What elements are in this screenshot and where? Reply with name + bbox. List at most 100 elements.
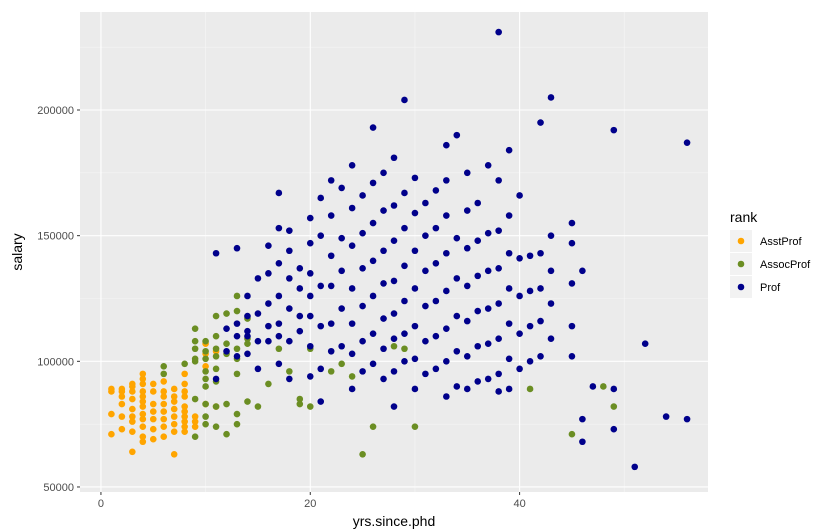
data-point — [296, 395, 304, 403]
data-point — [443, 358, 450, 365]
data-point — [422, 370, 429, 378]
data-point — [348, 285, 356, 292]
y-axis-ticks: 50000 100000 150000 200000 — [37, 105, 80, 494]
data-point — [380, 169, 387, 177]
data-point — [202, 363, 209, 370]
data-point — [170, 398, 178, 405]
data-point — [139, 380, 147, 388]
data-point — [547, 300, 555, 307]
data-point — [463, 385, 471, 393]
data-point — [484, 161, 492, 169]
data-point — [422, 337, 429, 345]
data-point — [432, 332, 440, 340]
data-point — [484, 267, 492, 275]
data-point — [306, 373, 314, 380]
data-point — [662, 413, 670, 420]
data-point — [401, 189, 408, 197]
data-point — [149, 425, 157, 433]
data-point — [212, 365, 220, 373]
data-point — [338, 234, 345, 242]
data-point — [244, 340, 251, 348]
data-point — [568, 322, 576, 330]
data-point — [443, 141, 450, 149]
data-point — [463, 244, 471, 252]
data-point — [443, 287, 450, 295]
data-point — [129, 380, 136, 388]
data-point — [453, 383, 461, 390]
data-point — [275, 345, 283, 353]
data-point — [327, 368, 335, 375]
data-point — [631, 463, 639, 471]
data-point — [244, 350, 251, 358]
legend-marker — [737, 237, 745, 245]
data-point — [139, 438, 147, 446]
data-point — [306, 312, 314, 320]
data-point — [233, 352, 241, 360]
data-point — [149, 408, 157, 415]
data-point — [463, 169, 471, 177]
data-point — [432, 365, 440, 373]
data-point — [149, 435, 157, 443]
legend-item-prof: Prof — [730, 276, 781, 298]
data-point — [191, 433, 199, 441]
data-point — [443, 393, 450, 400]
data-point — [129, 428, 136, 435]
data-point — [495, 300, 502, 307]
data-point — [369, 330, 377, 337]
data-point — [170, 393, 178, 400]
series-prof — [212, 28, 691, 471]
y-tick-label: 100000 — [37, 356, 74, 368]
data-point — [453, 347, 461, 355]
data-point — [505, 320, 513, 327]
data-point — [401, 330, 408, 337]
data-point — [537, 249, 544, 257]
y-axis-title: salary — [9, 233, 25, 270]
data-point — [443, 212, 450, 219]
data-point — [160, 423, 168, 430]
data-point — [139, 423, 147, 430]
data-point — [139, 388, 147, 395]
data-point — [432, 187, 440, 194]
data-point — [610, 403, 618, 410]
data-point — [160, 433, 168, 441]
data-point — [244, 327, 251, 335]
data-point — [579, 438, 586, 446]
data-point — [505, 385, 513, 393]
data-point — [233, 307, 241, 315]
data-point — [160, 363, 168, 370]
data-point — [537, 317, 544, 325]
data-point — [275, 360, 283, 368]
data-point — [505, 249, 513, 257]
legend-marker — [737, 283, 745, 291]
data-point — [160, 370, 168, 378]
data-point — [348, 385, 356, 393]
data-point — [526, 385, 534, 393]
data-point — [139, 370, 147, 378]
legend-title: rank — [730, 209, 758, 225]
data-point — [348, 242, 356, 250]
data-point — [202, 368, 209, 375]
data-point — [191, 395, 199, 403]
data-point — [568, 219, 576, 227]
data-point — [390, 335, 398, 343]
data-point — [453, 131, 461, 139]
data-point — [118, 400, 126, 408]
data-point — [233, 420, 241, 428]
data-point — [275, 260, 283, 267]
data-point — [223, 400, 230, 408]
data-point — [348, 350, 356, 358]
data-point — [296, 312, 304, 320]
y-tick-label: 50000 — [43, 482, 74, 494]
data-point — [139, 393, 147, 400]
data-point — [149, 400, 157, 408]
data-point — [223, 347, 230, 355]
data-point — [568, 239, 576, 247]
data-point — [505, 212, 513, 219]
data-point — [390, 154, 398, 162]
data-point — [129, 388, 136, 395]
data-point — [254, 310, 262, 317]
data-point — [202, 355, 209, 363]
data-point — [390, 310, 398, 317]
data-point — [317, 322, 325, 330]
data-point — [306, 403, 314, 410]
